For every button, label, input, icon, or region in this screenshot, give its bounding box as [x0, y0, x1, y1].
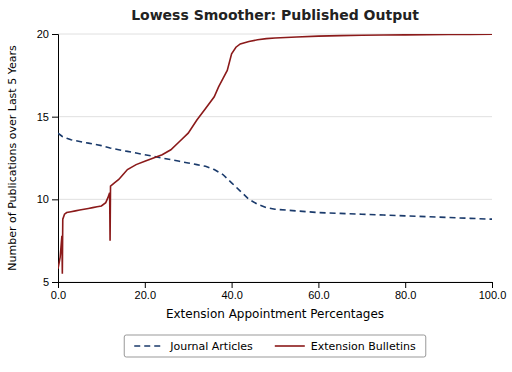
title: Lowess Smoother: Published Output [131, 7, 419, 23]
tick-mark [52, 199, 58, 200]
x-tick: 20.0 [135, 282, 156, 301]
y-tick: 5 [43, 276, 58, 288]
grid [58, 34, 492, 282]
grid-line [58, 116, 492, 117]
tick-mark [52, 282, 58, 283]
tick-label: 10 [37, 193, 49, 205]
axis-line [59, 283, 493, 289]
y-axis-title: Number of Publications over Last 5 Years [6, 45, 19, 271]
tick-label: 5 [43, 276, 49, 288]
tick-mark [52, 117, 58, 118]
tick-label: 60.0 [308, 289, 329, 301]
series-group [58, 34, 492, 274]
line [58, 34, 492, 274]
tick-label: 20 [37, 28, 49, 40]
tick-label: 0.0 [51, 289, 66, 301]
legend-swatch [275, 345, 305, 347]
tick-mark [52, 34, 58, 35]
x-axis: 0.0 20.0 40.0 60.0 80.0 100.0 [51, 282, 506, 301]
plot: 0.0 20.0 40.0 60.0 80.0 100.0 5 10 15 20 [37, 28, 507, 301]
tick-label: 20.0 [135, 289, 156, 301]
x-tick: 80.0 [395, 282, 416, 301]
x-tick: 40.0 [221, 282, 242, 301]
grid-line [58, 199, 492, 200]
x-tick: 0.0 [51, 282, 66, 301]
y-tick: 20 [37, 28, 58, 40]
tick-label: 80.0 [395, 289, 416, 301]
tick-label: 40.0 [221, 289, 242, 301]
y-axis: 5 10 15 20 [37, 28, 59, 288]
legend-swatch [134, 345, 164, 347]
x-tick: 100.0 [479, 282, 507, 301]
line [58, 133, 492, 219]
axis-line [52, 35, 59, 283]
legend-item: Journal Articles [134, 340, 253, 353]
y-tick: 10 [37, 193, 58, 205]
chart: 0.0 20.0 40.0 60.0 80.0 100.0 5 10 15 20 Lowess Sm… [0, 0, 512, 372]
legend: Journal Articles Extension Bulletins [124, 335, 426, 357]
legend-label: Journal Articles [169, 340, 253, 353]
tick-label: 100.0 [479, 289, 507, 301]
tick-label: 15 [37, 111, 49, 123]
y-tick: 15 [37, 111, 58, 123]
tick-mark [232, 282, 233, 288]
tick-mark [145, 282, 146, 288]
tick-mark [318, 282, 319, 288]
tick-mark [492, 282, 493, 288]
legend-box [124, 335, 426, 357]
tick-mark [405, 282, 406, 288]
x-tick: 60.0 [308, 282, 329, 301]
legend-label: Extension Bulletins [311, 340, 416, 353]
legend-item: Extension Bulletins [275, 340, 416, 353]
x-axis-title: Extension Appointment Percentages [166, 307, 384, 321]
